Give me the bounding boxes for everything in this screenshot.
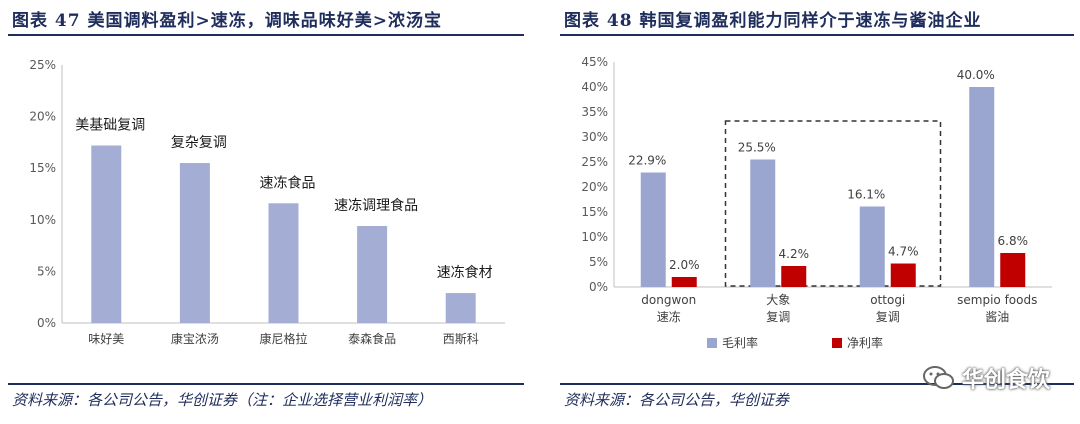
right-title-rule [560, 34, 1074, 36]
left-bar [357, 225, 388, 323]
right-y-tick-label: 0% [589, 280, 608, 294]
legend-swatch [707, 338, 717, 348]
left-y-tick-label: 0% [37, 316, 56, 330]
right-x-tick-label: ottogi [870, 293, 905, 307]
left-x-tick-label: 西斯科 [443, 332, 479, 346]
right-x-tick-label: 大象 [766, 293, 790, 307]
gross-margin-bar [969, 87, 995, 287]
left-x-tick-label: 康宝浓汤 [171, 331, 219, 346]
right-y-tick-label: 35% [581, 105, 608, 119]
left-bar-annotation: 速冻食品 [260, 174, 316, 191]
right-x-tick-label: 速冻 [657, 309, 681, 324]
left-source-note: 资料来源：各公司公告，华创证券（注：企业选择营业利润率） [12, 391, 433, 409]
left-x-tick-label: 味好美 [88, 332, 124, 346]
brand-watermark-text: 华创食饮 [961, 368, 1050, 393]
left-source-rule [8, 383, 524, 385]
left-y-tick-label: 15% [29, 161, 56, 175]
right-y-tick-label: 5% [589, 255, 608, 269]
right-x-tick-label: dongwon [641, 293, 696, 307]
right-figure-title: 图表 48 韩国复调盈利能力同样介于速冻与酱油企业 [564, 11, 982, 31]
left-figure-panel: 图表 47 美国调料盈利>速冻，调味品味好美>浓汤宝 0% 5% 10% 15% 20%… [0, 0, 530, 424]
left-bar [91, 145, 122, 323]
left-figure-title: 图表 47 美国调料盈利>速冻，调味品味好美>浓汤宝 [12, 11, 442, 31]
gross-margin-label: 25.5% [738, 141, 776, 155]
gross-margin-bar [640, 172, 666, 287]
net-margin-label: 2.0% [669, 258, 700, 272]
left-y-tick-label: 20% [29, 110, 56, 124]
net-margin-bar [890, 263, 916, 287]
right-source-note: 资料来源：各公司公告，华创证券 [564, 391, 790, 409]
left-bar [268, 203, 299, 323]
gross-margin-label: 22.9% [628, 154, 666, 168]
left-x-tick-label: 康尼格拉 [259, 331, 307, 346]
gross-margin-bar [750, 159, 776, 287]
net-margin-label: 4.7% [888, 245, 919, 259]
right-y-tick-label: 45% [581, 55, 608, 69]
highlight-box [724, 120, 942, 287]
right-y-tick-label: 10% [581, 230, 608, 244]
right-y-tick-label: 40% [581, 80, 608, 94]
right-y-tick-label: 15% [581, 205, 608, 219]
right-grouped-bar-chart: 0% 5% 10% 15% 20% 25% 30% 35% 40% 45% 22.9% 2.0% don… [581, 55, 1052, 350]
right-x-tick-label: 酱油 [985, 309, 1009, 324]
right-y-tick-label: 30% [581, 130, 608, 144]
left-y-tick-label: 10% [29, 213, 56, 227]
right-x-tick-label: sempio foods [957, 293, 1037, 307]
legend-label: 净利率 [847, 335, 883, 350]
right-x-tick-label: 复调 [876, 310, 900, 324]
net-margin-label: 4.2% [779, 247, 810, 261]
net-margin-bar [1000, 253, 1026, 287]
legend-label: 毛利率 [722, 335, 758, 350]
left-y-tick-label: 25% [29, 58, 56, 72]
net-margin-bar [781, 266, 807, 287]
gross-margin-label: 16.1% [847, 188, 885, 202]
brand-watermark: 华创食饮 [922, 362, 1050, 394]
net-margin-bar [671, 277, 697, 287]
left-y-tick-label: 5% [37, 264, 56, 278]
gross-margin-bar [859, 206, 885, 287]
net-margin-label: 6.8% [998, 234, 1029, 248]
right-figure-panel: 图表 48 韩国复调盈利能力同样介于速冻与酱油企业 0% 5% 10% 15% 20% 2… [552, 0, 1080, 424]
left-x-tick-label: 泰森食品 [348, 331, 396, 346]
left-bar [445, 293, 476, 323]
wechat-icon [922, 366, 954, 389]
left-title-rule [8, 34, 524, 36]
right-y-tick-label: 25% [581, 155, 608, 169]
left-bar [179, 163, 210, 323]
left-bar-annotation: 速冻食材 [437, 264, 493, 281]
left-bar-annotation: 复杂复调 [171, 134, 227, 151]
left-bar-annotation: 速冻调理食品 [334, 197, 418, 214]
right-source-rule [560, 383, 1074, 385]
legend-swatch [832, 338, 842, 348]
right-x-tick-label: 复调 [766, 310, 790, 324]
right-y-tick-label: 20% [581, 180, 608, 194]
gross-margin-label: 40.0% [957, 68, 995, 82]
left-bar-annotation: 美基础复调 [75, 116, 145, 133]
